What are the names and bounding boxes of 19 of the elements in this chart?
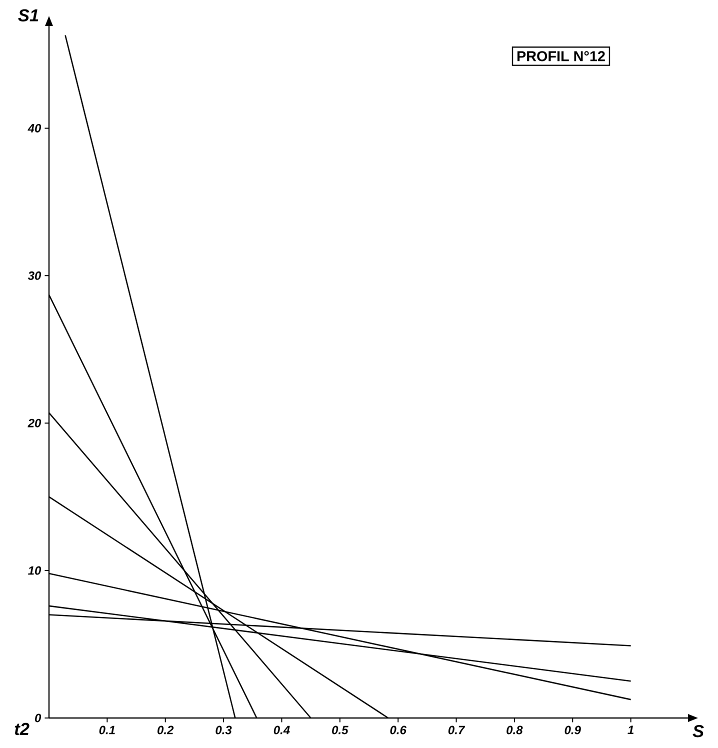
x-tick-label: 0.2 bbox=[158, 726, 174, 734]
x-tick-label: 0.9 bbox=[564, 726, 581, 734]
y-tick-label: 40 bbox=[28, 124, 42, 132]
x-tick-label: 0.6 bbox=[390, 726, 406, 734]
y-tick-label: 10 bbox=[28, 566, 42, 575]
x-tick-label: 1 bbox=[628, 726, 634, 734]
x-tick-label: 0.3 bbox=[216, 726, 232, 734]
x-tick-label: 0.4 bbox=[274, 726, 290, 734]
y-tick-label: 30 bbox=[28, 271, 42, 280]
x-tick-label: 0.5 bbox=[332, 726, 348, 734]
x-axis-title: S bbox=[692, 725, 704, 738]
y-tick-label: 20 bbox=[28, 418, 42, 428]
y-tick-label: 0 bbox=[35, 714, 42, 722]
y-axis-title: S1 bbox=[18, 9, 38, 22]
x-tick-label: 0.1 bbox=[99, 726, 115, 734]
x-tick-label: 0.8 bbox=[506, 726, 523, 734]
text: PROFIL N°12 bbox=[517, 51, 605, 62]
x-tick-label: 0.7 bbox=[448, 726, 466, 734]
text: t2 bbox=[14, 722, 30, 736]
